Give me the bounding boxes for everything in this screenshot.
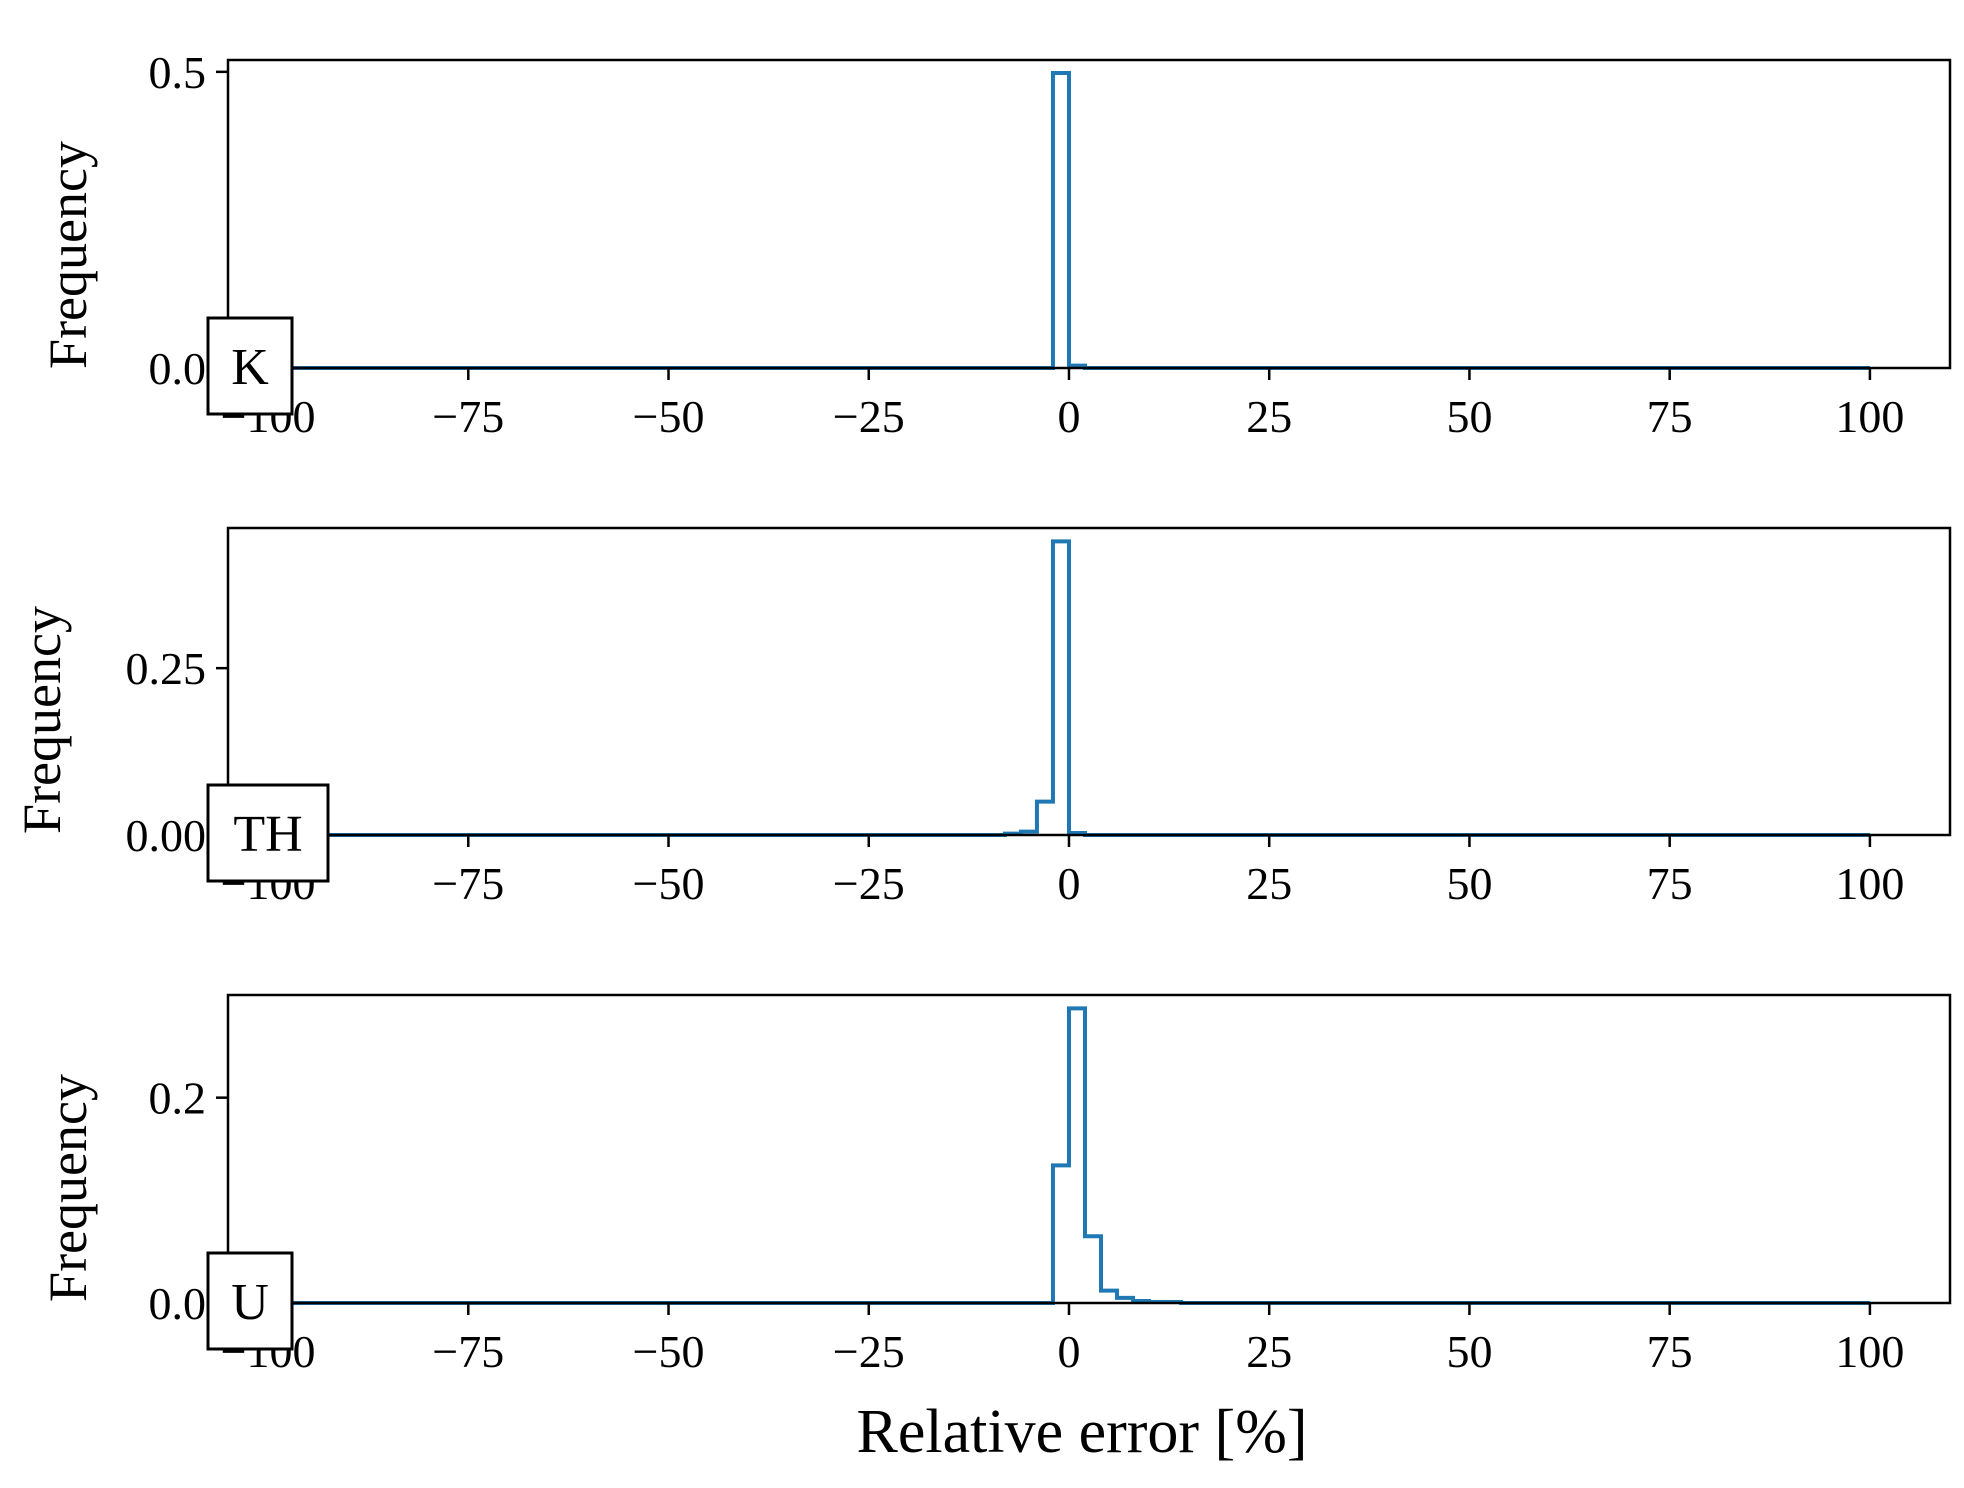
y-tick-label: 0.0 (149, 343, 207, 394)
y-tick-label: 0.5 (149, 47, 207, 98)
x-tick-label: 75 (1647, 858, 1693, 909)
x-tick-label: 0 (1057, 858, 1080, 909)
x-tick-label: 50 (1446, 858, 1492, 909)
x-tick-label: 25 (1246, 1326, 1292, 1377)
y-axis-label: Frequency (12, 606, 72, 834)
histogram-bin (1053, 1165, 1069, 1303)
panel-tag-label: U (231, 1274, 269, 1331)
x-tick-label: 0 (1057, 1326, 1080, 1377)
y-axis-label: Frequency (38, 141, 98, 369)
x-tick-label: −25 (833, 391, 905, 442)
y-tick-label: 0.0 (149, 1278, 207, 1329)
x-tick-label: −75 (432, 1326, 504, 1377)
x-tick-label: 100 (1835, 1326, 1904, 1377)
x-tick-label: −25 (833, 1326, 905, 1377)
x-tick-label: 50 (1446, 1326, 1492, 1377)
x-tick-label: 100 (1835, 858, 1904, 909)
y-tick-label: 0.2 (149, 1073, 207, 1124)
panel-tag-box (206, 783, 330, 883)
x-tick-label: −50 (633, 858, 705, 909)
histogram-bin (1069, 1008, 1085, 1303)
x-tick-label: 25 (1246, 858, 1292, 909)
x-tick-label: 25 (1246, 391, 1292, 442)
histogram-bin (1085, 1236, 1101, 1303)
x-tick-label: −75 (432, 858, 504, 909)
x-tick-label: 0 (1057, 391, 1080, 442)
axes-frame (226, 58, 1952, 370)
y-tick-label: 0.25 (126, 643, 207, 694)
histogram-bin (1053, 73, 1069, 368)
x-tick-label: −75 (432, 391, 504, 442)
x-tick-label: 100 (1835, 391, 1904, 442)
panel-tag-label: K (231, 339, 269, 396)
axes-frame (226, 526, 1952, 837)
x-tick-label: −50 (633, 391, 705, 442)
histogram-bin (1037, 802, 1053, 835)
panel-tag-box (206, 316, 294, 416)
panel-th: −100 −75 −50 −25 0 25 50 75 1000.000.25Frequency… (12, 526, 1952, 909)
y-axis-label: Frequency (38, 1074, 98, 1302)
histogram-series-th (268, 539, 1870, 837)
axes-frame (226, 993, 1952, 1305)
x-tick-label: 50 (1446, 391, 1492, 442)
y-tick-label: 0.00 (126, 810, 207, 861)
x-tick-label: −50 (633, 1326, 705, 1377)
panel-tag-box (206, 1251, 294, 1351)
x-axis-label: Relative error [%] (857, 1398, 1308, 1466)
histogram-bin (1053, 541, 1069, 835)
histogram-bin (1101, 1291, 1117, 1303)
panel-tag-label: TH (233, 806, 302, 863)
x-tick-label: 75 (1647, 391, 1693, 442)
x-tick-label: 75 (1647, 1326, 1693, 1377)
x-tick-label: −25 (833, 858, 905, 909)
